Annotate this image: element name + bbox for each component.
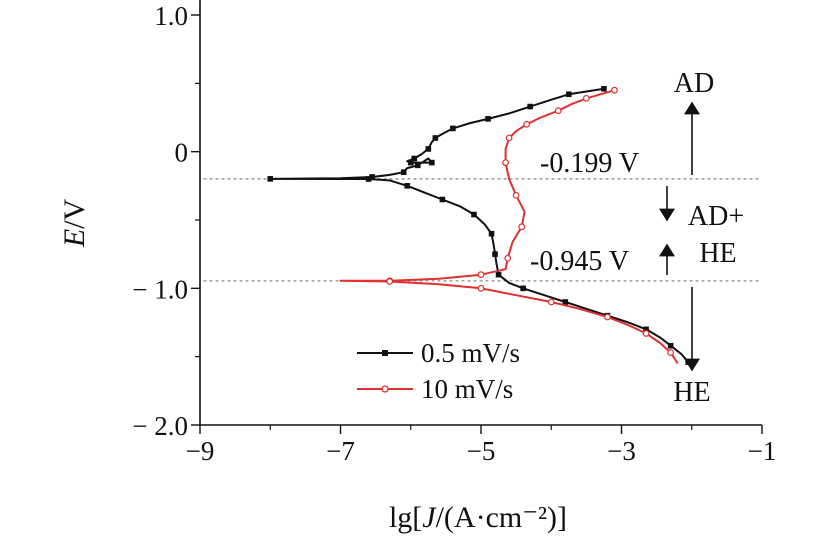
series-point bbox=[369, 174, 375, 180]
y-axis-title: E/V bbox=[58, 199, 91, 249]
series-point bbox=[601, 86, 607, 92]
series-point bbox=[512, 191, 520, 199]
series-point bbox=[407, 159, 414, 166]
series-point bbox=[502, 159, 509, 167]
x-tick-label: −9 bbox=[186, 436, 215, 466]
legend-marker-red bbox=[381, 385, 389, 393]
legend-label-0-5: 0.5 mV/s bbox=[421, 338, 520, 368]
legend-marker-black bbox=[382, 350, 388, 356]
series-line-0 bbox=[269, 87, 689, 363]
series-point bbox=[414, 162, 421, 169]
series-point bbox=[667, 349, 675, 356]
series-point bbox=[488, 230, 495, 237]
series-point bbox=[450, 125, 456, 132]
ad-he-label-line2: HE bbox=[699, 238, 736, 269]
he-label: HE bbox=[673, 377, 710, 408]
series-point bbox=[432, 135, 439, 141]
series-point bbox=[477, 271, 485, 279]
ref-label-0945: -0.945 V bbox=[530, 246, 629, 277]
series-point bbox=[604, 313, 611, 321]
x-tick-label: −3 bbox=[607, 436, 636, 466]
series-point bbox=[429, 159, 435, 166]
series-point bbox=[404, 183, 411, 189]
series-point bbox=[582, 94, 590, 102]
series-point bbox=[485, 116, 491, 122]
legend-label-10: 10 mV/s bbox=[421, 374, 513, 404]
series-point bbox=[505, 134, 513, 142]
series-point bbox=[643, 326, 649, 333]
y-tick-label: 0 bbox=[175, 138, 189, 168]
series-point bbox=[267, 176, 274, 182]
series-point bbox=[518, 223, 526, 231]
series-point bbox=[504, 254, 512, 262]
legend: 0.5 mV/s 10 mV/s bbox=[357, 338, 520, 404]
x-tick-label: −1 bbox=[748, 436, 777, 466]
ref-label-0199: -0.199 V bbox=[540, 148, 639, 179]
series-point bbox=[527, 103, 533, 110]
series-point bbox=[471, 211, 477, 218]
y-tick-label: − 1.0 bbox=[132, 274, 188, 304]
series-point bbox=[520, 285, 526, 292]
series-point bbox=[386, 278, 394, 285]
series-point bbox=[477, 284, 485, 292]
series-point bbox=[566, 91, 572, 98]
y-tick-label: 1.0 bbox=[154, 1, 188, 31]
series-line-1 bbox=[339, 89, 679, 365]
series-point bbox=[365, 176, 372, 182]
series-point bbox=[439, 196, 446, 203]
y-tick-label: − 2.0 bbox=[132, 411, 188, 441]
series-point bbox=[685, 359, 692, 365]
series-point bbox=[425, 146, 432, 152]
ad-he-label-line1: AD+ bbox=[688, 201, 744, 232]
series-point bbox=[554, 107, 562, 115]
x-axis-title: lg[J/(A·cm⁻²)] bbox=[389, 501, 567, 534]
series-point bbox=[547, 298, 555, 306]
series-point bbox=[611, 86, 618, 94]
x-tick-label: −5 bbox=[467, 436, 496, 466]
ad-label: AD bbox=[674, 68, 714, 99]
series-point bbox=[495, 271, 502, 278]
series-point bbox=[492, 251, 498, 257]
x-tick-label: −7 bbox=[326, 436, 355, 466]
series-point bbox=[411, 155, 418, 162]
series-point bbox=[400, 169, 407, 175]
series-point bbox=[523, 120, 531, 128]
series-point bbox=[642, 330, 650, 337]
series-point bbox=[562, 299, 569, 305]
series-point bbox=[667, 342, 674, 349]
